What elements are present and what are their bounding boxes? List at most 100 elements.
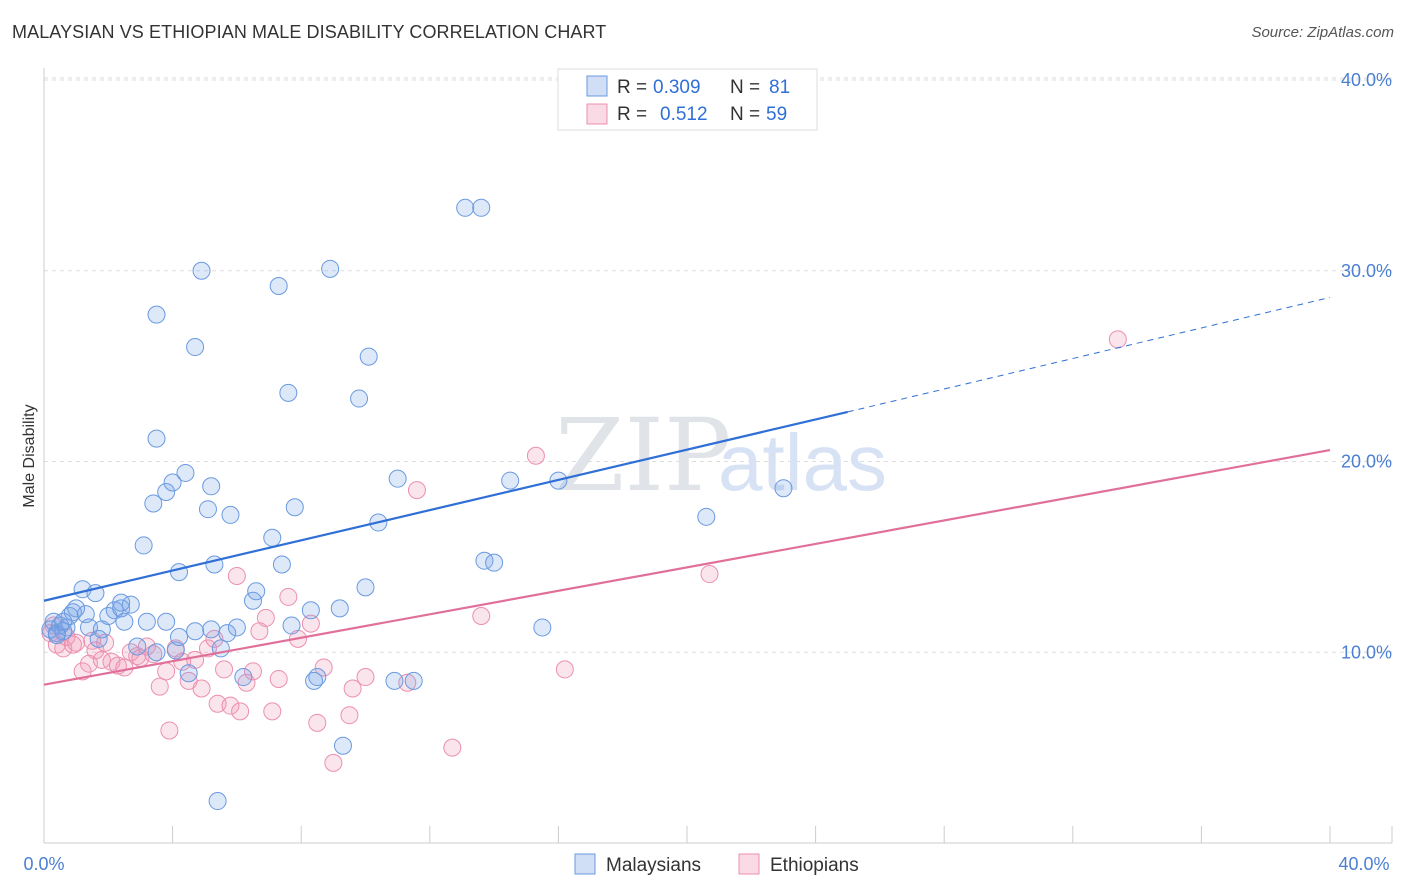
legend-r-label-malaysian: R = [617,77,647,98]
ethiopian-point [700,565,719,584]
malaysian-point [170,563,189,582]
malaysian-point [163,473,182,492]
ethiopian-point [263,702,282,721]
ethiopian-point [198,639,217,658]
malaysian-point [282,616,301,635]
malaysian-point [202,477,221,496]
ethiopian-point [128,647,147,666]
y-tick-label: 40.0% [1341,70,1392,90]
x-tick-label-min: 0.0% [23,854,64,874]
malaysian-point [147,643,166,662]
malaysian-point [67,599,86,618]
malaysian-point [285,498,304,517]
malaysian-point [179,664,198,683]
series-legend: Malaysians Ethiopians [574,853,859,876]
series-legend-swatch-malaysians [574,853,596,875]
malaysian-trend-extension [847,296,1331,413]
ethiopian-point [67,633,86,652]
ethiopian-point [526,446,545,465]
ethiopian-point [1108,330,1127,349]
malaysian-point [485,553,504,572]
ethiopian-point [160,721,179,740]
ethiopian-point [192,679,211,698]
x-tick-label-max: 40.0% [1338,854,1389,874]
watermark-atlas: atlas [718,418,887,507]
y-tick-labels: 10.0% 20.0% 30.0% 40.0% [1341,70,1392,662]
malaysian-point [350,389,369,408]
ethiopian-point [443,738,462,757]
malaysian-point [243,591,262,610]
malaysian-point [301,601,320,620]
legend-swatch-malaysian [586,75,608,97]
stats-legend: R = 0.309 N = 81 R = 0.512 N = 59 [557,68,818,131]
malaysian-point [388,469,407,488]
ethiopian-point [221,696,240,715]
malaysian-point [112,599,131,618]
ethiopian-point [227,566,246,585]
malaysian-point [166,641,185,660]
ethiopian-point [231,702,250,721]
y-tick-label: 30.0% [1341,261,1392,281]
malaysian-point [321,259,340,278]
ethiopian-point [324,753,343,772]
malaysian-point [186,622,205,641]
malaysian-point [234,668,253,687]
ethiopian-point [86,641,105,660]
watermark-zip: ZIP [555,397,731,514]
malaysian-point [112,593,131,612]
ethiopian-point [137,637,156,656]
malaysian-point [54,612,73,631]
malaysian-point [157,612,176,631]
ethiopian-point [144,645,163,664]
ethiopian-point [215,660,234,679]
malaysian-point [221,505,240,524]
ethiopian-point [472,607,491,626]
ethiopian-point [407,481,426,500]
grid-layer [44,77,1392,653]
malaysian-point [198,500,217,519]
ethiopian-point [308,713,327,732]
malaysian-point [533,618,552,637]
stats-legend-box [557,68,818,131]
malaysian-point [359,347,378,366]
malaysian-point [333,736,352,755]
ethiopian-point [243,662,262,681]
ethiopian-point [356,668,375,687]
ethiopian-point [269,669,288,688]
malaysian-point [147,429,166,448]
malaysian-point [137,612,156,631]
points-layer [41,198,1127,811]
malaysian-point [208,792,227,811]
ethiopian-trend-line [43,448,1331,686]
malaysian-point [147,305,166,324]
series-legend-label-malaysians: Malaysians [606,855,701,876]
malaysian-point [157,483,176,502]
y-axis-label: Male Disability [21,404,38,507]
malaysian-point [272,555,291,574]
malaysian-point [115,612,134,631]
ethiopian-point [340,706,359,725]
series-legend-swatch-ethiopians [738,853,760,875]
malaysian-point [128,637,147,656]
malaysian-point [134,536,153,555]
malaysian-point [501,471,520,490]
ethiopian-point [73,662,92,681]
malaysian-point [456,198,475,217]
legend-n-label-malaysian: N = [730,77,760,98]
source-label: Source: ZipAtlas.com [1251,24,1394,41]
malaysian-point [308,668,327,687]
malaysian-point [227,618,246,637]
ethiopian-point [555,660,574,679]
malaysian-point [269,277,288,296]
trend-layer [43,296,1331,686]
malaysian-point [89,629,108,648]
ethiopian-point [301,614,320,633]
malaysian-point [57,618,76,637]
malaysian-point [404,671,423,690]
ethiopian-point [343,679,362,698]
malaysian-point [330,599,349,618]
ethiopian-point [157,662,176,681]
malaysian-point [472,198,491,217]
x-tick-marks [43,826,1393,843]
